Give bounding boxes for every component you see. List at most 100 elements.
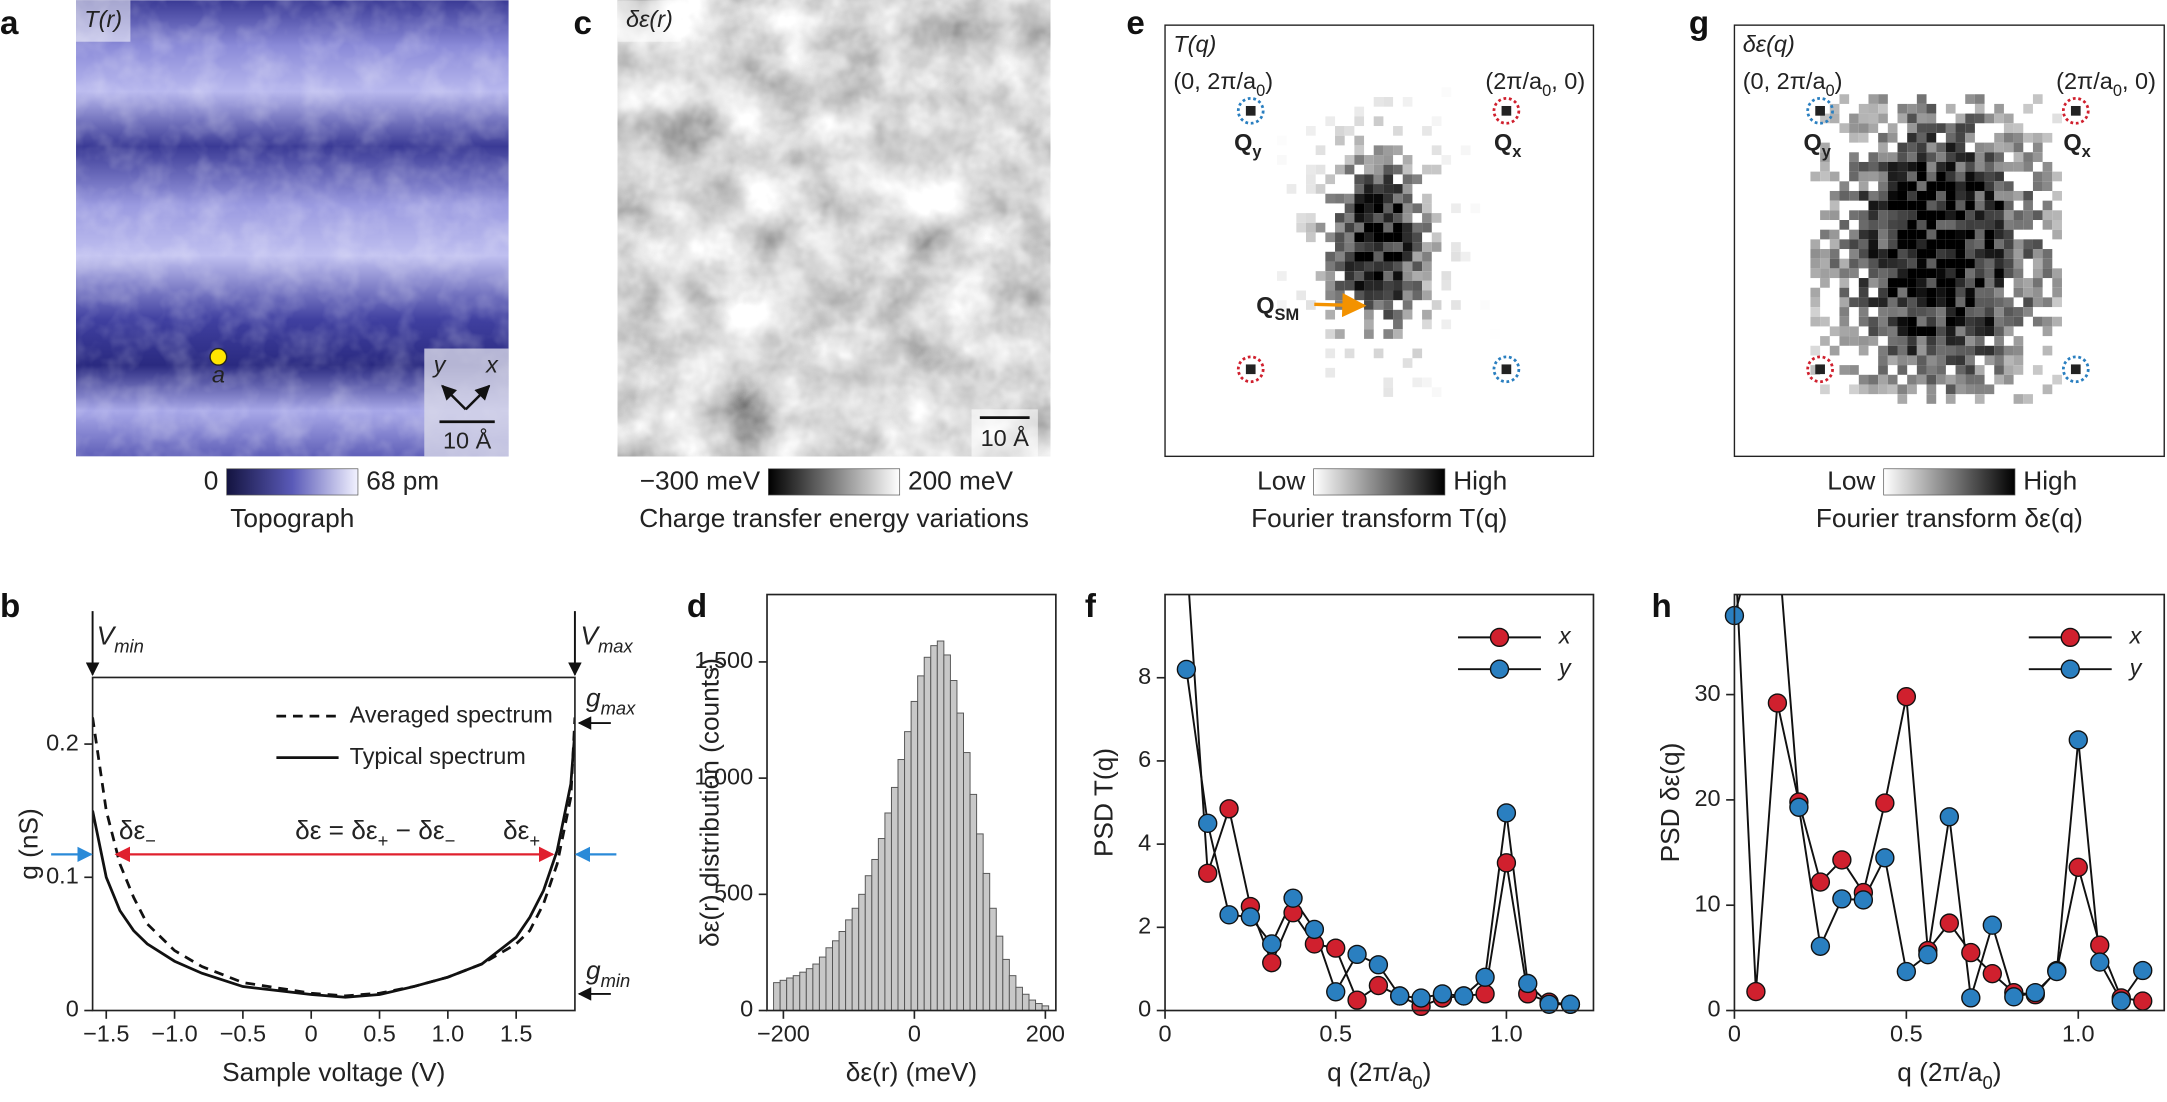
- histogram-bar: [936, 640, 945, 1012]
- fourier-pixel: [1897, 229, 1908, 240]
- bragg-peak: [2070, 364, 2081, 375]
- x-tick-label: 0.5: [1319, 1021, 1352, 1047]
- x-axis-label: q (2π/a0): [1897, 1057, 2001, 1093]
- fourier-pixel: [1955, 123, 1966, 133]
- fourier-pixel: [1974, 239, 1985, 250]
- y-tick-label: 0.2: [46, 729, 79, 755]
- fourier-pixel: [1383, 300, 1394, 310]
- fourier-pixel: [1878, 326, 1888, 337]
- y-tick-label: 20: [1694, 785, 1720, 811]
- fourier-pixel: [1858, 278, 1869, 288]
- fourier-pixel: [1393, 290, 1403, 301]
- fourier-pixel: [1897, 113, 1908, 124]
- fourier-pixel: [1897, 220, 1908, 230]
- fourier-pixel: [1907, 103, 1917, 114]
- bragg-peak: [1501, 105, 1512, 116]
- data-point: [1939, 807, 1960, 827]
- x-tick-label: 0: [305, 1021, 318, 1047]
- data-point: [1475, 967, 1495, 987]
- fourier-pixel: [1325, 367, 1336, 378]
- fourier-pixel: [1955, 355, 1966, 366]
- fourier-pixel: [1839, 181, 1850, 191]
- fourier-pixel: [1451, 203, 1461, 214]
- fourier-pixel: [1887, 355, 1898, 366]
- fourier-pixel: [1897, 316, 1908, 327]
- fourier-pixel: [1839, 94, 1850, 104]
- fourier-pixel: [1868, 200, 1879, 211]
- fourier-pixel: [1335, 222, 1345, 233]
- q-label: Qx: [1494, 129, 1522, 161]
- fourier-pixel: [1354, 232, 1365, 243]
- y-tick-label: 10: [1694, 890, 1720, 916]
- fourier-pixel: [2013, 258, 2024, 269]
- fourier-pixel: [1994, 326, 2004, 337]
- fourier-pixel: [2013, 190, 2024, 201]
- fourier-pixel: [1402, 358, 1413, 368]
- fourier-pixel: [1344, 280, 1355, 291]
- fourier-pixel: [1393, 145, 1403, 156]
- fourier-pixel: [1364, 174, 1374, 185]
- fourier-pixel: [1945, 287, 1956, 298]
- fourier-pixel: [1936, 220, 1946, 230]
- fourier-pixel: [1858, 161, 1869, 172]
- fourier-pixel: [1984, 316, 1995, 327]
- fourier-pixel: [1344, 232, 1355, 243]
- fourier-pixel: [1974, 287, 1985, 298]
- caption: Charge transfer energy variations: [639, 503, 1029, 533]
- fourier-pixel: [1994, 345, 2004, 356]
- fourier-pixel: [1858, 307, 1869, 317]
- fourier-pixel: [1422, 242, 1432, 252]
- fourier-pixel: [2042, 258, 2053, 269]
- fourier-pixel: [1994, 210, 2004, 221]
- fourier-pixel: [1878, 345, 1888, 356]
- fourier-pixel: [1849, 190, 1859, 201]
- fourier-pixel: [1974, 161, 1985, 172]
- histogram-bar: [1008, 975, 1017, 1012]
- y-axis-label: δε(r) distribution (counts): [695, 658, 725, 947]
- fourier-pixel: [1974, 345, 1985, 356]
- fourier-pixel: [1936, 142, 1946, 153]
- fourier-pixel: [2013, 239, 2024, 250]
- fourier-pixel: [1887, 132, 1898, 143]
- annotation: Vmin: [97, 620, 144, 656]
- fourier-pixel: [1897, 181, 1908, 191]
- fourier-pixel: [1354, 145, 1365, 156]
- fourier-pixel: [1373, 300, 1384, 310]
- fourier-pixel: [1306, 164, 1316, 175]
- fourier-pixel: [1858, 374, 1869, 385]
- fourier-pixel: [1810, 268, 1821, 279]
- annotation-part: − δε: [388, 815, 445, 845]
- fourier-pixel: [1945, 171, 1956, 182]
- fourier-pixel: [1364, 242, 1374, 252]
- fourier-pixel: [1402, 290, 1413, 301]
- histogram-bar: [818, 956, 827, 1012]
- fourier-pixel: [1315, 184, 1326, 194]
- histogram-bar: [897, 759, 906, 1012]
- fourier-pixel: [1422, 193, 1432, 204]
- fourier-pixel: [1936, 249, 1946, 259]
- fourier-pixel: [1402, 222, 1413, 233]
- fourier-pixel: [1994, 365, 2004, 375]
- fourier-pixel: [1897, 384, 1908, 395]
- fourier-pixel: [1402, 184, 1413, 194]
- colorbar: [1313, 468, 1446, 496]
- fourier-pixel: [2013, 355, 2024, 366]
- fourier-pixel: [1945, 249, 1956, 259]
- fourier-pixel: [1994, 181, 2004, 191]
- fourier-pixel: [1402, 164, 1413, 175]
- fourier-pixel: [1306, 300, 1316, 310]
- fourier-pixel: [1994, 355, 2004, 366]
- fourier-pixel: [1965, 113, 1975, 124]
- y-tick-label: 0.1: [46, 862, 79, 888]
- fourier-pixel: [1412, 242, 1423, 252]
- fourier-pixel: [1887, 123, 1898, 133]
- histogram-bar: [1002, 958, 1010, 1012]
- fourier-pixel: [1849, 132, 1859, 143]
- fourier-pixel: [1820, 384, 1830, 395]
- fourier-pixel: [1858, 220, 1869, 230]
- fourier-pixel: [1868, 249, 1879, 259]
- fourier-pixel: [1820, 142, 1830, 153]
- fourier-pixel: [1868, 384, 1879, 395]
- fourier-pixel: [1383, 97, 1394, 107]
- fourier-pixel: [1994, 113, 2004, 124]
